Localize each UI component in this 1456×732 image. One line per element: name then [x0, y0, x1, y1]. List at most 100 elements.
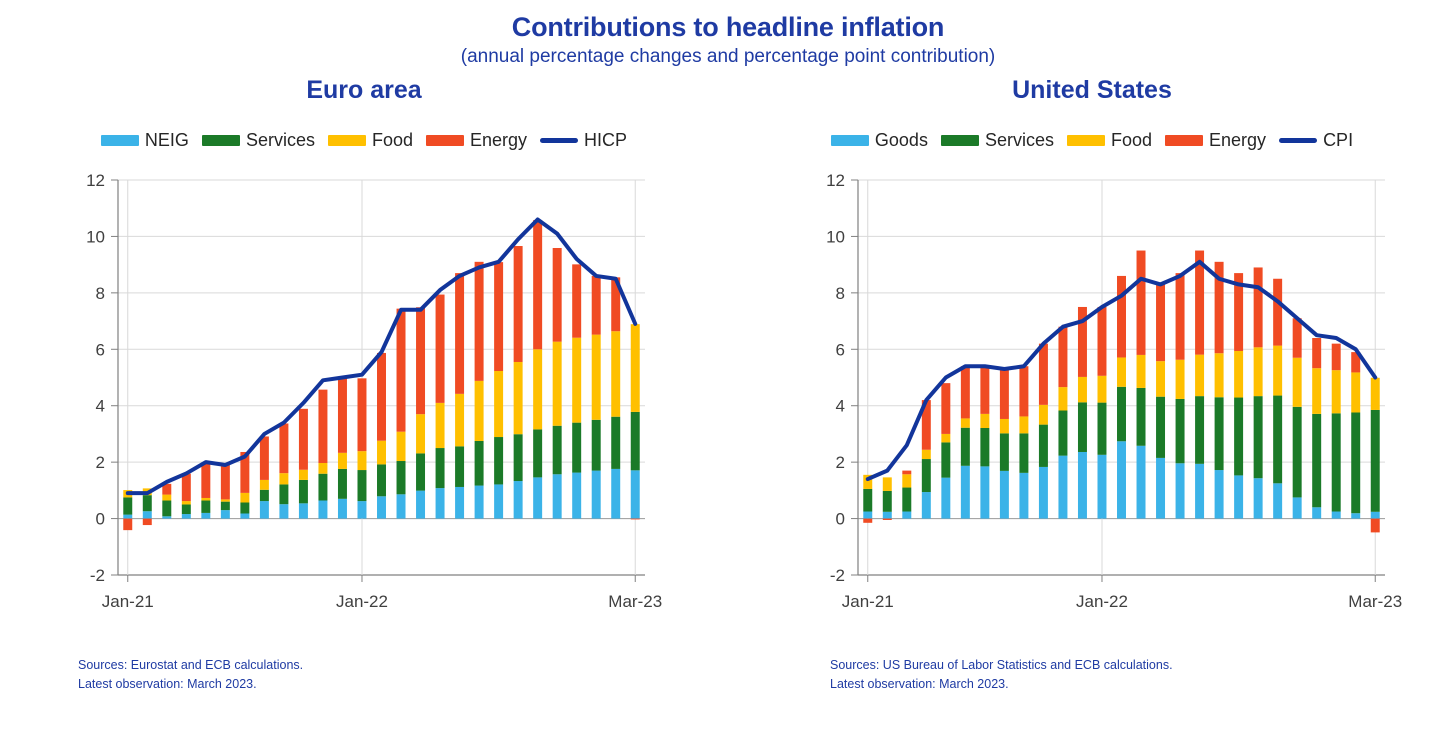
bar-segment-services — [455, 446, 465, 487]
legend-item-cpi[interactable]: CPI — [1279, 130, 1353, 151]
bar-segment-neig — [279, 504, 289, 519]
x-axis-tick-label: Mar-23 — [608, 592, 662, 611]
bar-segment-services — [572, 422, 582, 473]
bar-segment-neig — [318, 500, 328, 519]
bar-segment-services — [1351, 412, 1361, 514]
bar-segment-energy — [999, 369, 1009, 419]
y-axis-tick-label: 2 — [836, 453, 845, 472]
bar-segment-services — [513, 434, 523, 482]
bar-segment-services — [630, 411, 640, 471]
bar-segment-services — [980, 428, 990, 467]
bar-segment-energy — [396, 308, 406, 432]
bar-segment-food — [1312, 368, 1322, 414]
y-axis-tick-label: 2 — [96, 453, 105, 472]
y-axis-tick-label: 12 — [826, 171, 845, 190]
legend-item-energy[interactable]: Energy — [1165, 130, 1266, 151]
legend-item-neig[interactable]: NEIG — [100, 130, 189, 151]
legend-label: Services — [984, 130, 1054, 150]
bar-segment-food — [1077, 376, 1087, 403]
bar-segment-food — [1234, 350, 1244, 398]
page-title: Contributions to headline inflation — [511, 12, 945, 42]
bar-segment-energy — [533, 220, 543, 350]
bar-segment-neig — [298, 503, 308, 519]
legend-item-hicp[interactable]: HICP — [540, 130, 627, 151]
bar-segment-services — [377, 464, 386, 497]
bar-segment-food — [220, 499, 230, 502]
bar-segment-energy — [337, 377, 347, 453]
bar-segment-food — [1253, 347, 1263, 397]
bar-segment-services — [1214, 397, 1224, 471]
bar-segment-energy — [941, 383, 951, 434]
legend-swatch-cpi-icon — [1279, 138, 1318, 143]
bar-segment-food — [902, 474, 912, 488]
bar-segment-food — [1292, 357, 1302, 407]
bar-segment-energy — [630, 518, 640, 520]
legend-label: Energy — [470, 130, 528, 150]
bar-segment-goods — [1077, 451, 1087, 519]
bar-segment-services — [435, 448, 445, 489]
bar-segment-energy — [1331, 343, 1341, 371]
bar-segment-energy — [220, 463, 230, 500]
bar-segment-food — [396, 431, 406, 462]
y-axis-tick-label: 10 — [826, 227, 845, 246]
bar-segment-energy — [1214, 261, 1224, 354]
page-subtitle: (annual percentage changes and percentag… — [460, 46, 996, 67]
bar-segment-services — [1273, 395, 1283, 484]
bar-segment-energy — [1136, 250, 1146, 355]
bar-segment-food — [201, 497, 211, 501]
bar-segment-services — [1117, 386, 1126, 442]
bar-segment-energy — [1234, 273, 1244, 351]
bar-segment-food — [513, 361, 523, 435]
bar-segment-energy — [1156, 284, 1166, 362]
bar-segment-goods — [1058, 455, 1068, 519]
bar-segment-neig — [572, 472, 582, 519]
chart-svg: -2 0 2 4 6 8 10 12 Jan-21 Jan-22 Mar-23 — [86, 171, 662, 611]
bar-segment-neig — [611, 468, 621, 519]
bar-segment-services — [201, 500, 211, 513]
bar-segment-food — [377, 440, 386, 465]
bar-segment-goods — [1234, 475, 1244, 519]
bar-segment-energy — [572, 264, 582, 338]
legend-item-services[interactable]: Services — [201, 130, 315, 151]
panel-united-states: United States Goods Services Food Energy CPI… — [728, 0, 1456, 732]
bar-segment-services — [1077, 402, 1087, 452]
bar-segment-services — [1370, 409, 1380, 512]
bar-segment-services — [494, 437, 504, 485]
panel-title: Euro area — [306, 76, 422, 104]
bar-segment-services — [921, 459, 931, 493]
bar-segment-energy — [960, 366, 970, 419]
bar-segment-energy — [435, 294, 445, 403]
legend-swatch-goods-icon — [830, 135, 869, 146]
legend-item-goods[interactable]: Goods — [830, 130, 928, 151]
bar-segment-neig — [455, 486, 465, 519]
bar-segment-services — [337, 468, 347, 499]
legend-item-food[interactable]: Food — [1066, 130, 1152, 151]
bar-segment-energy — [181, 473, 191, 502]
bars-group — [123, 220, 640, 531]
x-axis-tick-label: Jan-21 — [102, 592, 154, 611]
bar-segment-food — [611, 331, 621, 417]
legend-item-energy[interactable]: Energy — [426, 130, 527, 151]
bar-segment-services — [591, 419, 601, 471]
bar-segment-food — [416, 414, 426, 454]
bar-segment-goods — [1312, 507, 1322, 519]
legend-item-food[interactable]: Food — [327, 130, 413, 151]
bar-segment-goods — [999, 470, 1009, 519]
bar-segment-food — [279, 473, 289, 485]
bar-segment-services — [552, 425, 562, 475]
legend-swatch-energy-icon — [1165, 135, 1204, 146]
bar-segment-goods — [1351, 513, 1361, 519]
bar-segment-energy — [259, 436, 269, 480]
bar-segment-food — [1331, 370, 1341, 414]
bar-segment-food — [980, 413, 990, 429]
x-axis-tick-label: Mar-23 — [1348, 592, 1402, 611]
y-axis-tick-label: 0 — [836, 510, 845, 529]
bar-segment-food — [882, 477, 892, 491]
legend-item-services[interactable]: Services — [940, 130, 1054, 151]
bar-segment-services — [1097, 402, 1107, 455]
bar-segment-goods — [1331, 511, 1341, 519]
bar-segment-goods — [1273, 483, 1283, 519]
bar-segment-food — [863, 474, 873, 489]
legend-label: HICP — [584, 130, 628, 150]
bar-segment-services — [142, 495, 152, 512]
